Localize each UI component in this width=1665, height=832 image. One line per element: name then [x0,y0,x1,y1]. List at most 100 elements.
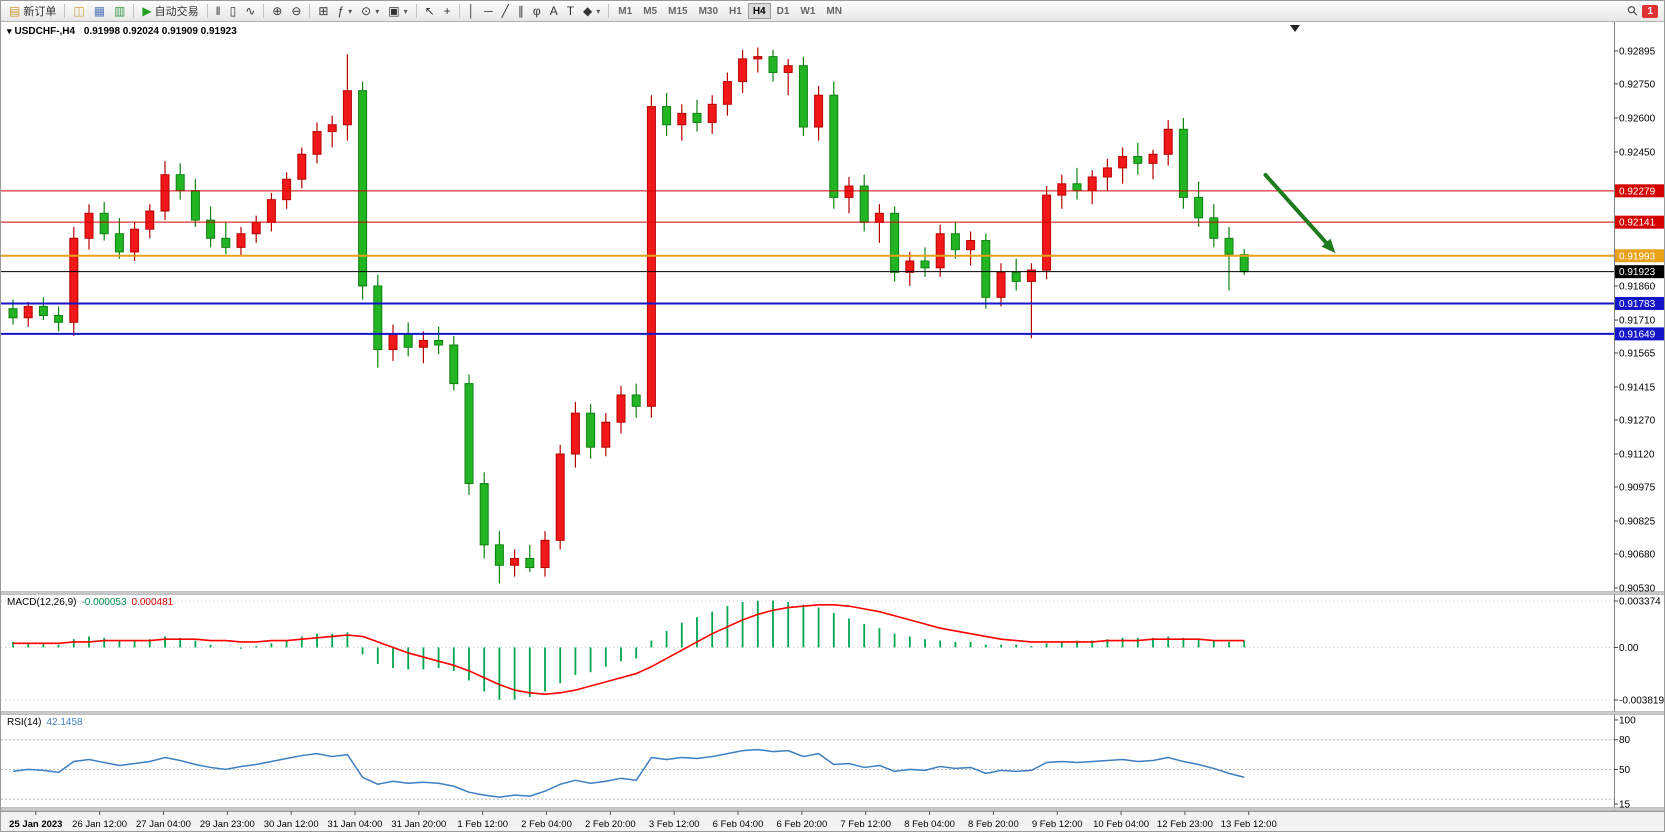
time-tick-label: 6 Feb 04:00 [713,819,764,830]
candle [160,174,170,212]
one-click-collapse-icon[interactable]: ▾ [7,26,12,36]
price-tick-label: 0.92600 [1619,113,1656,124]
arrows-button[interactable]: ◆ ▾ [579,3,604,20]
macd-axis-label: -0.003819 [1619,695,1664,706]
tile-windows-button[interactable]: ⊞ [314,3,332,20]
candle [1102,167,1112,178]
candle [175,174,185,192]
rsi-axis-label: 50 [1619,765,1631,776]
new-chart-icon: ◫ [73,4,85,18]
chevron-down-icon: ▾ [403,6,408,16]
autotrading-button[interactable]: ▶ 自动交易 [138,3,202,20]
price-tick-label: 0.91415 [1619,383,1656,394]
rsi-label: RSI(14) [7,717,42,728]
chevron-down-icon: ▾ [375,6,380,16]
timeframe-w1-button[interactable]: W1 [795,3,820,19]
zoom-out-icon: ⊖ [291,4,302,18]
text-label-button[interactable]: T [563,3,578,20]
text-icon: A [549,4,558,18]
time-tick-label: 2 Feb 20:00 [585,819,636,830]
macd-signal-line [13,603,1245,696]
candle [631,394,641,407]
pane-separator[interactable] [1,807,1665,811]
cursor-button[interactable]: ↖ [421,3,439,20]
timeframe-m15-button[interactable]: M15 [663,3,692,19]
zoom-out-button[interactable]: ⊖ [287,3,305,20]
candle [114,233,124,253]
fibonacci-button[interactable]: φ [529,3,545,20]
notification-badge[interactable]: 1 [1642,4,1658,18]
fibonacci-icon: φ [532,4,541,18]
candlestick-chart-button[interactable]: ▯ [226,3,241,20]
candle [99,212,109,235]
periods-button[interactable]: ⊙ ▾ [357,3,383,20]
toolbar-separator [133,4,135,18]
candle [844,185,854,198]
ohlc-readout: 0.91998 0.92024 0.91909 0.91923 [83,26,237,37]
svg-text:0.91783: 0.91783 [1619,299,1656,310]
price-badge: 0.91649 [1615,327,1664,341]
candle [54,314,64,323]
tile-windows-icon: ⊞ [318,4,329,18]
candle [434,339,444,346]
chart-window-title: ▾ USDCHF-,H4 0.91998 0.92024 0.91909 0.91… [7,26,237,37]
time-tick-label: 10 Feb 04:00 [1093,819,1149,830]
timeframe-m1-button[interactable]: M1 [613,3,637,19]
candle [783,65,793,74]
candle [692,112,702,123]
price-tick-label: 0.91860 [1619,281,1656,292]
line-chart-button[interactable]: ∿ [241,3,259,20]
candle [1209,217,1219,239]
horizontal-line-button[interactable]: ─ [480,3,497,20]
time-tick-label: 6 Feb 20:00 [777,819,828,830]
timeframe-d1-button[interactable]: D1 [772,3,795,19]
timeframe-m5-button[interactable]: M5 [638,3,662,19]
candle [738,58,748,83]
new-order-button-label: 新订单 [23,6,57,18]
trendline-button[interactable]: ╱ [498,3,513,20]
pane-separator[interactable] [1,591,1665,595]
rsi-value: 42.1458 [46,717,83,728]
time-tick-label: 8 Feb 20:00 [968,819,1019,830]
price-tick-label: 0.92750 [1619,79,1656,90]
timeframe-h4-button[interactable]: H4 [747,3,771,19]
candle [570,412,580,455]
timeframe-mn-button[interactable]: MN [821,3,847,19]
main-chart-pane [1,25,1614,584]
text-button[interactable]: A [546,3,562,20]
crosshair-button[interactable]: + [440,3,455,20]
candle [145,210,155,230]
candle [479,483,489,546]
candle [373,285,383,351]
candle [297,153,307,180]
candle [1118,156,1128,169]
price-badge: 0.91783 [1615,296,1664,310]
price-tick-label: 0.91120 [1619,450,1655,461]
new-chart-button[interactable]: ◫ [69,3,88,20]
bar-chart-button[interactable]: ‖ [212,3,225,20]
timeframe-h1-button[interactable]: H1 [724,3,747,19]
zoom-in-button[interactable]: ⊕ [268,3,286,20]
equidistant-channel-icon: ∥ [517,4,524,18]
timeframe-m30-button[interactable]: M30 [694,3,723,19]
horizontal-line-icon: ─ [484,4,493,18]
candle [69,237,79,323]
toolbar-separator [64,4,66,18]
indicators-button[interactable]: ƒ ▾ [333,3,356,20]
macd-pane [1,600,1614,701]
pane-separator[interactable] [1,711,1665,715]
templates-button[interactable]: ▣ ▾ [384,3,411,20]
candle [662,106,672,126]
equidistant-channel-button[interactable]: ∥ [514,3,528,20]
profiles-button[interactable]: ▦ [90,3,109,20]
new-order-button[interactable]: ▤ 新订单 [5,3,60,20]
candle [768,56,778,74]
sell-arrow-annotation[interactable] [1263,172,1336,254]
svg-text:0.92279: 0.92279 [1619,186,1656,197]
chart-shift-marker[interactable] [1290,25,1300,32]
macd-label: MACD(12,26,9) [7,597,77,608]
vertical-line-button[interactable]: │ [464,3,480,20]
search-icon[interactable]: ⚲ [1623,1,1641,20]
toolbar-separator [263,4,265,18]
market-watch-button[interactable]: ▥ [110,3,129,20]
